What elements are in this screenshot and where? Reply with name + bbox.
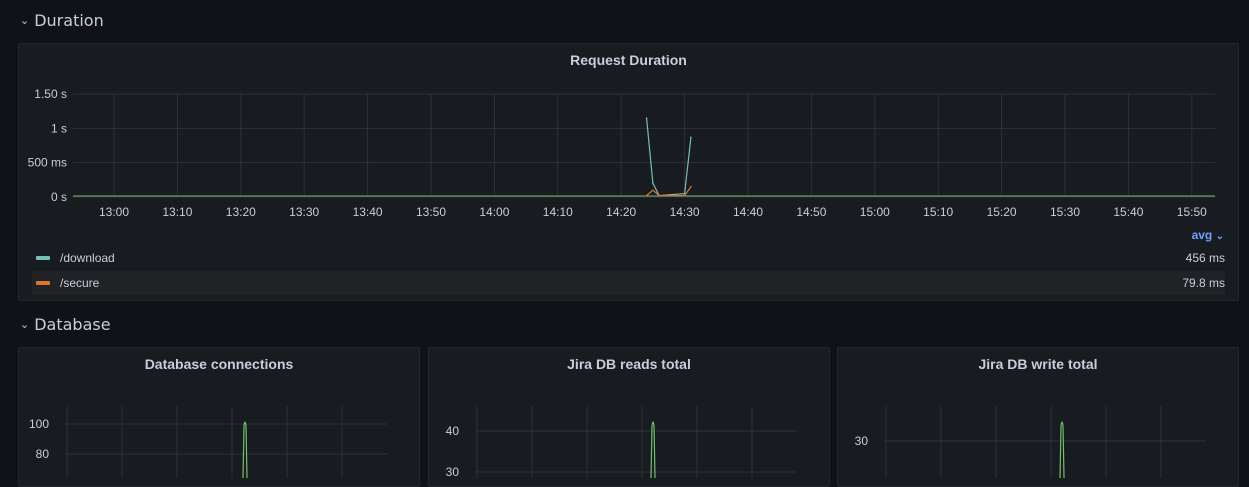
- y-tick-label: 0 s: [51, 190, 67, 204]
- panel-title: Database connections: [144, 356, 294, 372]
- y-tick-label: 30: [446, 465, 460, 478]
- x-tick-label: 13:30: [289, 205, 319, 219]
- y-tick-label: 1.50 s: [34, 87, 67, 101]
- series-point: [645, 117, 648, 119]
- row-title: Duration: [34, 10, 104, 30]
- legend-swatch: [36, 256, 50, 260]
- series-line: [650, 421, 656, 478]
- y-tick-label: 1 s: [51, 121, 67, 135]
- x-tick-label: 15:30: [1050, 205, 1080, 219]
- x-tick-label: 13:50: [416, 205, 446, 219]
- series-point: [652, 182, 654, 185]
- x-tick-label: 15:10: [923, 205, 953, 219]
- y-tick-label: 500 ms: [28, 156, 67, 170]
- series-point: [690, 136, 692, 139]
- panel-title: Request Duration: [570, 52, 687, 68]
- x-tick-label: 15:50: [1177, 205, 1207, 219]
- x-tick-label: 15:40: [1113, 205, 1143, 219]
- panel-title: Jira DB write total: [978, 356, 1098, 372]
- series-line: [1059, 421, 1065, 478]
- series-point: [645, 194, 648, 197]
- x-tick-label: 13:20: [226, 205, 256, 219]
- y-tick-label: 30: [855, 434, 869, 448]
- x-tick-label: 14:30: [670, 205, 700, 219]
- database-connections-chart: 100 80: [29, 406, 387, 478]
- x-tick-label: 14:00: [479, 205, 509, 219]
- legend-calc-dropdown[interactable]: avg ⌄: [1192, 228, 1224, 242]
- jira-db-reads-chart: 40 30: [446, 406, 797, 478]
- chevron-down-icon: ⌄: [20, 13, 30, 27]
- x-tick-label: 14:10: [543, 205, 573, 219]
- legend-series-name: /secure: [60, 276, 100, 290]
- x-tick-label: 14:50: [796, 205, 826, 219]
- jira-db-write-chart: 30: [855, 406, 1206, 478]
- x-tick-label: 13:10: [162, 205, 192, 219]
- series-point: [683, 194, 686, 197]
- x-tick-label: 15:20: [987, 205, 1017, 219]
- x-tick-label: 13:00: [99, 205, 129, 219]
- legend-series-value: 79.8 ms: [1182, 276, 1225, 290]
- chevron-down-icon: ⌄: [1215, 231, 1224, 242]
- x-tick-label: 14:40: [733, 205, 763, 219]
- jira-db-write-panel: Jira DB write total 30: [837, 347, 1239, 487]
- legend-series-name: /download: [60, 251, 115, 265]
- x-tick-label: 14:20: [606, 205, 636, 219]
- series-point: [658, 194, 661, 197]
- series-point: [652, 189, 654, 191]
- series-point: [690, 185, 692, 188]
- y-tick-label: 80: [36, 447, 50, 461]
- legend-item-download[interactable]: /download 456 ms: [32, 246, 1225, 270]
- row-header-database[interactable]: ⌄ Database: [20, 312, 111, 336]
- request-duration-panel: Request Duration 0 s 500 ms 1 s 1.50 s 13:00…: [18, 43, 1239, 301]
- legend-swatch: [36, 281, 50, 285]
- series-line: [242, 421, 248, 478]
- jira-db-reads-panel: Jira DB reads total 40 30: [428, 347, 830, 487]
- panel-title: Jira DB reads total: [567, 356, 691, 372]
- row-title: Database: [34, 314, 111, 334]
- x-tick-label: 15:00: [860, 205, 890, 219]
- legend-item-secure[interactable]: /secure 79.8 ms: [32, 271, 1225, 295]
- legend-calc-label: avg: [1191, 228, 1213, 242]
- database-connections-panel: Database connections 100 80: [18, 347, 420, 487]
- chevron-down-icon: ⌄: [20, 317, 30, 331]
- y-tick-label: 100: [29, 417, 49, 431]
- series-point: [683, 192, 686, 195]
- legend-series-value: 456 ms: [1185, 251, 1225, 265]
- row-header-duration[interactable]: ⌄ Duration: [20, 8, 104, 32]
- x-tick-label: 13:40: [353, 205, 383, 219]
- y-tick-label: 40: [446, 424, 460, 438]
- request-duration-chart: 0 s 500 ms 1 s 1.50 s 13:00 13:10 13:20 13:30 13…: [28, 87, 1215, 219]
